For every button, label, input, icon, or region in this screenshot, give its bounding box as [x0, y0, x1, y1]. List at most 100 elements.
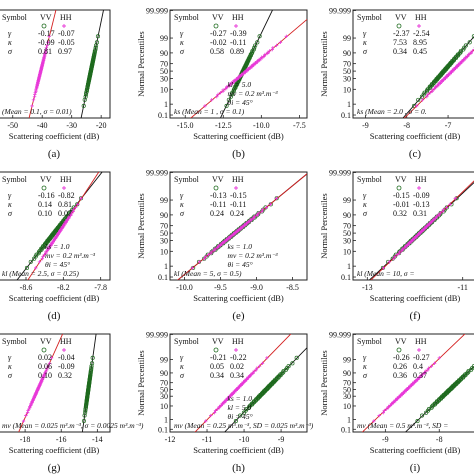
- y-tick-label: 0.1: [158, 273, 168, 282]
- annotation: kl = 5.0: [228, 80, 252, 89]
- data-point-vv: [93, 45, 98, 50]
- x-tick-label: -12: [165, 435, 176, 444]
- x-tick-label: -10: [239, 435, 250, 444]
- x-tick-label: -16: [56, 435, 67, 444]
- data-point-hh: [206, 253, 211, 257]
- stat-symbol: γ: [8, 353, 12, 362]
- stat-value-hh: -0.05: [58, 38, 75, 47]
- stat-value-hh: 0.02: [230, 362, 244, 371]
- stat-value-hh: 0.31: [413, 209, 427, 218]
- data-point-hh: [255, 366, 259, 370]
- data-point-hh: [40, 257, 45, 261]
- x-axis-label: Scattering coefficient (dB): [193, 293, 284, 303]
- data-point-vv: [238, 413, 243, 418]
- data-point-vv: [420, 413, 425, 418]
- y-tick-label: 99: [160, 34, 168, 43]
- stat-symbol: σ: [8, 371, 13, 380]
- x-tick-label: -10.0: [176, 283, 193, 292]
- y-tick-label: 99: [343, 34, 351, 43]
- stat-symbol: κ: [180, 362, 184, 371]
- legend-marker-hh: [62, 24, 66, 28]
- data-point-hh: [202, 257, 207, 261]
- data-point-hh: [417, 375, 422, 379]
- stat-value-vv: -0.11: [210, 200, 226, 209]
- data-point-hh: [268, 202, 273, 207]
- data-point-hh: [386, 404, 391, 409]
- data-point-vv: [286, 364, 291, 369]
- y-tick-label: 99.999: [146, 168, 168, 177]
- data-point-hh: [429, 364, 434, 368]
- stat-value-hh: 0.07: [58, 209, 72, 218]
- legend-header-vv: VV: [395, 337, 407, 346]
- annotation: mv (Mean = 0.25 m³.m⁻³, SD = 0.025 m³.m⁻…: [174, 421, 314, 430]
- data-point-hh: [407, 240, 411, 245]
- x-tick-label: -11: [458, 283, 468, 292]
- stat-value-hh: -2.54: [413, 29, 430, 38]
- legend-header-symbol: Symbol: [357, 175, 383, 184]
- legend-header-vv: VV: [395, 175, 407, 184]
- x-tick-label: -8.6: [20, 283, 33, 292]
- data-point-vv: [90, 361, 95, 366]
- stat-value-vv: -0.26: [393, 353, 410, 362]
- panel-label: (d): [48, 310, 61, 322]
- data-point-vv: [467, 40, 472, 45]
- data-point-hh: [420, 372, 424, 377]
- data-point-vv: [229, 92, 234, 97]
- data-point-hh: [249, 372, 253, 377]
- data-point-hh: [392, 257, 396, 261]
- y-tick-label: 90: [343, 49, 351, 58]
- data-point-hh: [395, 253, 399, 257]
- data-point-hh: [209, 98, 214, 102]
- stat-symbol: γ: [363, 353, 367, 362]
- data-point-hh: [251, 62, 255, 67]
- data-point-hh: [433, 85, 438, 89]
- stat-value-hh: -0.22: [230, 353, 247, 362]
- x-tick-label: -9: [362, 121, 369, 130]
- data-point-hh: [382, 408, 386, 413]
- y-tick-label: 70: [160, 379, 168, 388]
- legend-marker-vv: [213, 185, 219, 191]
- x-axis-label: Scattering coefficient (dB): [370, 131, 461, 141]
- y-tick-label: 30: [160, 392, 168, 401]
- y-tick-label: 30: [343, 237, 351, 246]
- data-point-hh: [271, 46, 275, 50]
- y-tick-label: 70: [343, 379, 351, 388]
- y-tick-label: 99.999: [329, 6, 351, 15]
- stat-value-hh: 0.32: [58, 371, 72, 380]
- y-tick-label: 70: [160, 222, 168, 231]
- stat-value-vv: 0.81: [38, 47, 52, 56]
- stat-value-hh: 0.34: [230, 371, 244, 380]
- annotation: mv (Mean = 0.5 m³.m⁻³, SD =: [357, 421, 448, 430]
- y-tick-label: 10: [343, 247, 351, 256]
- data-point-hh: [459, 59, 464, 64]
- data-point-vv: [94, 40, 100, 45]
- stat-symbol: κ: [8, 200, 12, 209]
- y-tick-label: 50: [160, 229, 168, 238]
- stat-value-vv: -0.15: [393, 191, 410, 200]
- stat-value-hh: -0.11: [230, 200, 246, 209]
- legend-header-hh: HH: [60, 337, 72, 346]
- stat-value-vv: -2.37: [393, 29, 410, 38]
- data-point-hh: [237, 74, 242, 78]
- data-point-vv: [252, 45, 257, 50]
- y-tick-label: 90: [160, 49, 168, 58]
- x-axis-label: Scattering coefficient (dB): [370, 445, 461, 455]
- data-point-hh: [47, 34, 51, 38]
- legend-marker-vv: [41, 185, 47, 191]
- legend-marker-hh: [62, 186, 66, 190]
- data-point-hh: [190, 266, 195, 270]
- stat-value-vv: 0.10: [38, 371, 52, 380]
- legend-marker-vv: [396, 185, 402, 191]
- data-point-hh: [426, 368, 430, 372]
- data-point-hh: [428, 91, 432, 95]
- y-tick-label: 70: [160, 60, 168, 69]
- annotation: mv = 0.2 m³.m⁻³: [45, 251, 96, 260]
- x-tick-label: -20: [96, 121, 107, 130]
- data-point-hh: [274, 43, 279, 48]
- data-point-hh: [73, 205, 78, 210]
- data-point-hh: [30, 104, 34, 108]
- stat-symbol: κ: [363, 38, 367, 47]
